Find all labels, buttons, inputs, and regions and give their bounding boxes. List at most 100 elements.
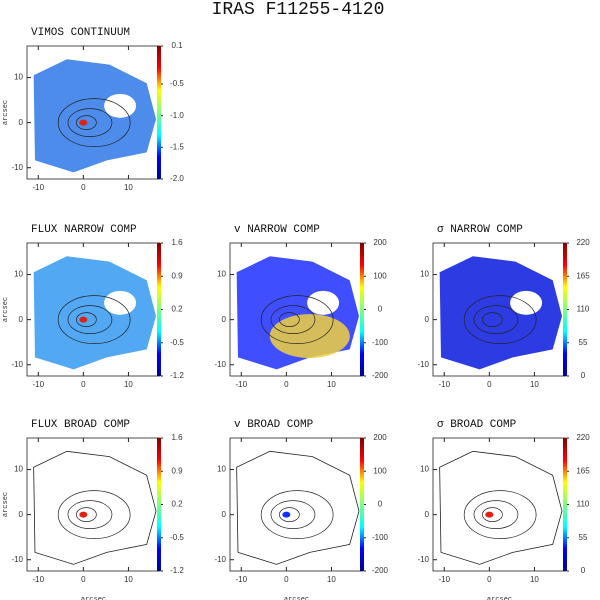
map-peak: [79, 316, 88, 323]
panel: -10 0 10 10 0 -10 σ NARROW COMP 220 165 110 55 0: [417, 224, 590, 389]
x-tick-label: 10: [530, 575, 539, 584]
map-peak: [282, 511, 291, 518]
contour: [439, 450, 563, 565]
x-axis-label: arcsec: [284, 596, 309, 600]
contour: [67, 500, 113, 529]
colorbar: [157, 243, 161, 376]
colorbar-tick-label: 110: [577, 305, 590, 314]
x-tick-label: -10: [438, 380, 450, 389]
map-peak: [485, 511, 494, 518]
contour: [260, 295, 334, 344]
colorbar-tick-label: 0.9: [171, 271, 183, 280]
colorbar-tick-label: -100: [372, 338, 389, 347]
colorbar-tick-label: 1.6: [171, 433, 183, 442]
panel: -10 0 10 10 0 -10 FLUX BROAD COMP arcsec arcsec 1…: [2, 419, 185, 600]
panel-title: FLUX BROAD COMP: [31, 419, 130, 431]
contour: [67, 108, 113, 137]
plot-frame: [432, 437, 567, 572]
colorbar-tick-label: 0: [581, 371, 586, 380]
colorbar-tick-label: -200: [372, 371, 389, 380]
x-axis-label: arcsec: [487, 596, 512, 600]
panel: -10 0 10 10 0 -10 FLUX NARROW COMP arcsec 1.6 0.9…: [2, 224, 185, 389]
x-tick-label: -10: [32, 183, 44, 192]
colorbar-tick-label: 0: [378, 305, 383, 314]
y-tick-label: -10: [11, 555, 23, 564]
colorbar-tick-label: -0.5: [170, 79, 184, 88]
x-tick-label: 10: [124, 575, 133, 584]
contour: [67, 305, 113, 334]
colorbar-tick-label: 100: [373, 271, 387, 280]
map-area: [439, 256, 563, 370]
colorbar-tick-label: 0.9: [171, 466, 183, 475]
x-tick-label: -10: [32, 380, 44, 389]
colorbar-tick-label: 55: [579, 338, 588, 347]
colorbar-tick-label: 0: [378, 500, 383, 509]
contour: [279, 507, 300, 522]
panel-title: σ BROAD COMP: [437, 419, 517, 431]
x-tick-label: 0: [284, 575, 289, 584]
contour: [482, 507, 503, 522]
y-tick-label: 10: [217, 465, 226, 474]
colorbar-tick-label: 55: [579, 533, 588, 542]
colorbar-tick-label: 1.6: [171, 238, 183, 247]
colorbar-tick-label: 165: [576, 271, 590, 280]
y-tick-label: 0: [19, 118, 24, 127]
contour: [76, 115, 97, 130]
contour: [463, 490, 537, 539]
x-tick-label: -10: [32, 575, 44, 584]
y-tick-label: -10: [417, 555, 429, 564]
y-tick-label: 10: [14, 465, 23, 474]
panel-title: VIMOS CONTINUUM: [31, 27, 130, 39]
contour: [76, 312, 97, 327]
panel-title: v BROAD COMP: [234, 419, 314, 431]
plot-frame: [229, 437, 364, 572]
panel-title: σ NARROW COMP: [437, 224, 523, 236]
y-tick-label: -10: [214, 360, 226, 369]
panel-title: FLUX NARROW COMP: [31, 224, 137, 236]
colorbar-tick-label: 100: [373, 466, 387, 475]
x-tick-label: 0: [487, 380, 492, 389]
contour: [76, 507, 97, 522]
x-tick-label: 10: [530, 380, 539, 389]
x-tick-label: 10: [124, 183, 133, 192]
colorbar: [157, 438, 161, 571]
y-tick-label: 0: [19, 315, 24, 324]
colorbar-tick-label: 0.2: [171, 500, 183, 509]
contour: [57, 98, 131, 147]
colorbar-tick-label: -0.5: [170, 338, 184, 347]
map-area: [269, 314, 350, 359]
x-tick-label: 10: [327, 575, 336, 584]
x-tick-label: 0: [81, 575, 86, 584]
x-axis-label: arcsec: [81, 596, 106, 600]
y-tick-label: 0: [222, 510, 227, 519]
contour: [279, 312, 300, 327]
y-tick-label: -10: [214, 555, 226, 564]
contour: [33, 450, 157, 565]
y-tick-label: -10: [11, 163, 23, 172]
y-axis-label: arcsec: [2, 297, 10, 322]
map-area: [33, 59, 157, 173]
x-tick-label: 0: [487, 575, 492, 584]
map-peak: [79, 511, 88, 518]
contour: [57, 295, 131, 344]
panel: -10 0 10 10 0 -10 VIMOS CONTINUUM arcsec 0.1 -0.5…: [2, 27, 185, 192]
contour: [270, 500, 316, 529]
colorbar-tick-label: 110: [577, 500, 590, 509]
colorbar-tick-label: 200: [373, 433, 387, 442]
x-tick-label: -10: [438, 575, 450, 584]
contour: [482, 312, 503, 327]
y-tick-label: 10: [420, 465, 429, 474]
colorbar-tick-label: 0.2: [171, 305, 183, 314]
x-tick-label: -10: [235, 380, 247, 389]
colorbar-tick-label: 220: [576, 238, 590, 247]
y-tick-label: 0: [19, 510, 24, 519]
colorbar: [563, 438, 567, 571]
colorbar: [563, 243, 567, 376]
x-tick-label: 10: [327, 380, 336, 389]
panel: -10 0 10 10 0 -10 σ BROAD COMP arcsec 220 165 110 5…: [417, 419, 590, 600]
colorbar-tick-label: -1.5: [170, 142, 184, 151]
x-tick-label: 0: [284, 380, 289, 389]
colorbar-tick-label: -1.0: [170, 111, 184, 120]
colorbar: [360, 243, 364, 376]
